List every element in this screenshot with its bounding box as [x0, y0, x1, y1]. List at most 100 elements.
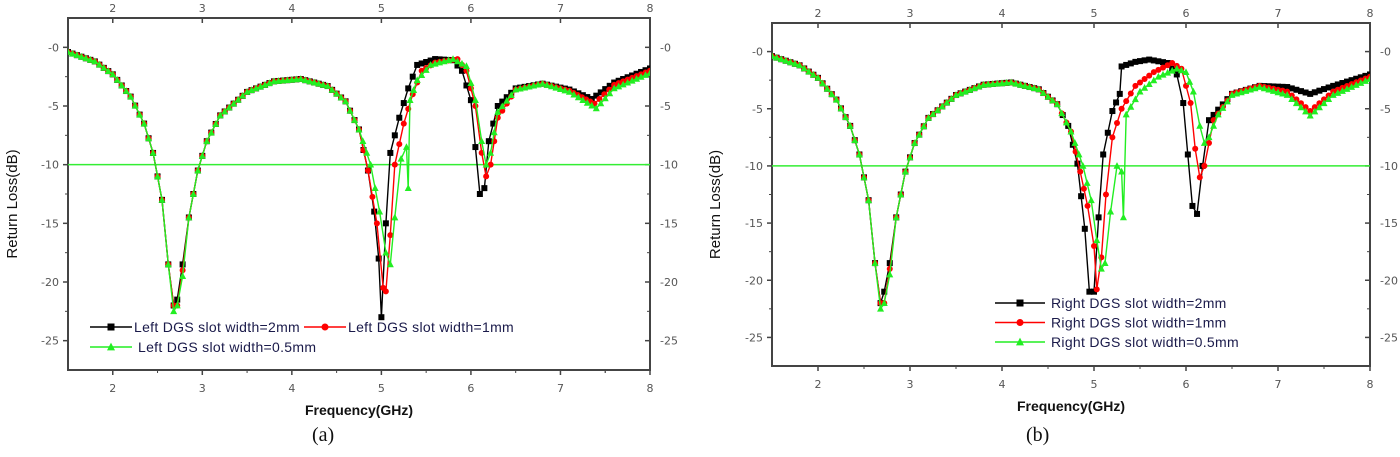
- square-marker: [1160, 59, 1166, 66]
- triangle-marker: [301, 76, 309, 84]
- triangle-marker: [1200, 139, 1208, 146]
- x-tick-label-top: 5: [378, 2, 385, 15]
- circle-marker: [1316, 100, 1323, 107]
- triangle-marker: [221, 107, 229, 115]
- triangle-marker: [901, 167, 909, 175]
- square-marker: [1180, 100, 1187, 107]
- triangle-marker: [230, 99, 238, 107]
- y-tick-label-right: -5: [1380, 103, 1391, 116]
- x-tick-label-top: 6: [1183, 7, 1190, 20]
- triangle-marker: [1274, 88, 1282, 96]
- circle-marker: [1127, 90, 1134, 97]
- triangle-marker: [865, 196, 873, 204]
- y-tick-label-right: -0: [1380, 46, 1391, 59]
- square-marker: [409, 73, 416, 80]
- legend-item: Left DGS slot width=0.5mm: [90, 339, 316, 355]
- legend-marker-square: [107, 323, 115, 331]
- triangle-marker: [1182, 68, 1190, 76]
- square-marker: [1353, 75, 1360, 82]
- triangle-marker: [131, 101, 139, 109]
- square-marker: [382, 220, 389, 227]
- triangle-marker: [1205, 133, 1213, 141]
- circle-marker: [1114, 120, 1120, 127]
- triangle-marker: [1320, 99, 1328, 107]
- square-marker: [1137, 58, 1143, 65]
- x-tick-label: 6: [467, 382, 474, 395]
- triangle-marker: [1159, 70, 1167, 78]
- triangle-marker: [1071, 139, 1079, 146]
- triangle-marker: [122, 87, 130, 94]
- triangle-marker: [920, 122, 928, 130]
- square-marker: [485, 138, 492, 145]
- triangle-marker: [170, 307, 178, 315]
- triangle-marker: [1292, 99, 1300, 107]
- chart-panel-b: 2 2 3 3 4 4 5 5 6 6 7 7 8 8 -0 -0 -5 -5 -10 -10 -15 -15 -20 -20…: [700, 0, 1400, 452]
- triangle-marker: [947, 94, 955, 102]
- triangle-marker: [552, 83, 560, 91]
- triangle-marker: [543, 81, 551, 88]
- triangle-marker: [1329, 91, 1337, 98]
- triangle-marker: [490, 128, 498, 136]
- square-marker: [1325, 84, 1332, 91]
- circle-marker: [483, 173, 490, 180]
- triangle-marker: [1053, 100, 1061, 108]
- triangle-marker: [194, 166, 202, 174]
- square-marker: [1086, 288, 1093, 295]
- square-marker: [1298, 88, 1304, 95]
- square-marker: [375, 255, 382, 262]
- triangle-marker: [877, 304, 885, 312]
- square-marker: [1339, 80, 1346, 87]
- square-marker: [391, 132, 398, 139]
- triangle-marker: [1288, 95, 1296, 102]
- triangle-marker: [140, 119, 148, 127]
- x-tick-label: 7: [557, 382, 564, 395]
- triangle-marker: [860, 173, 868, 181]
- triangle-marker: [846, 122, 854, 129]
- triangle-marker: [418, 71, 426, 78]
- circle-marker: [1311, 104, 1318, 111]
- triangle-marker: [252, 84, 260, 92]
- circle-marker: [1077, 168, 1084, 175]
- circle-marker: [1084, 202, 1091, 209]
- square-marker: [1344, 78, 1350, 85]
- series-triangle: [68, 48, 650, 315]
- triangle-marker: [642, 71, 650, 78]
- square-marker: [400, 100, 407, 107]
- legend-label: Left DGS slot width=2mm: [134, 319, 300, 335]
- triangle-marker: [814, 74, 822, 81]
- square-marker: [1293, 86, 1300, 93]
- x-tick-label: 5: [378, 382, 385, 395]
- triangle-marker: [328, 86, 336, 93]
- triangle-marker: [565, 88, 573, 95]
- triangle-marker: [404, 184, 412, 191]
- x-tick-label: 2: [109, 382, 116, 395]
- x-tick-label-top: 3: [199, 2, 206, 15]
- triangle-marker: [943, 98, 951, 106]
- triangle-marker: [796, 61, 804, 69]
- triangle-marker: [828, 90, 836, 98]
- square-marker: [1100, 151, 1107, 158]
- triangle-marker: [957, 89, 965, 97]
- triangle-marker: [1101, 259, 1109, 266]
- y-tick-label-right: -25: [1380, 331, 1398, 344]
- triangle-marker: [791, 59, 799, 67]
- square-marker: [1348, 77, 1355, 84]
- square-marker: [174, 296, 181, 303]
- square-marker: [1104, 129, 1111, 136]
- triangle-marker: [346, 106, 354, 114]
- triangle-marker: [1062, 118, 1070, 126]
- square-marker: [1279, 83, 1286, 90]
- square-marker: [1078, 193, 1085, 200]
- square-marker: [476, 191, 483, 197]
- triangle-marker: [212, 120, 220, 127]
- square-marker: [1150, 57, 1157, 64]
- x-tick-label: 7: [1275, 378, 1282, 391]
- triangle-marker: [367, 160, 375, 168]
- square-marker: [1330, 82, 1337, 89]
- x-tick-label-top: 3: [907, 7, 914, 20]
- triangle-marker: [966, 86, 974, 93]
- triangle-marker: [68, 48, 72, 55]
- triangle-marker: [646, 69, 650, 76]
- triangle-marker: [77, 52, 85, 60]
- triangle-marker: [773, 53, 781, 61]
